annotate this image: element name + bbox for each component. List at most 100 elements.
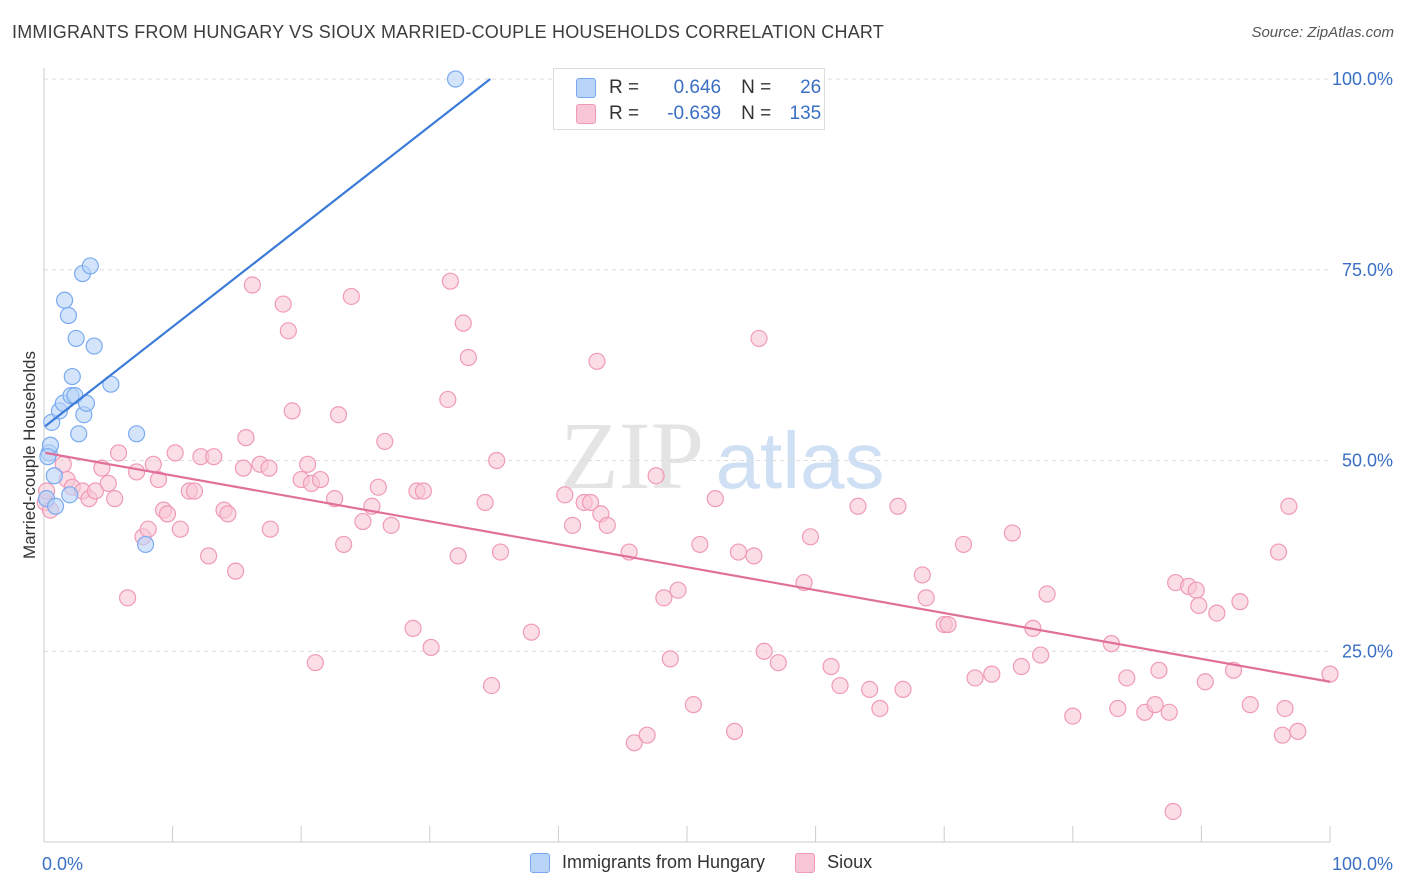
sioux-point <box>939 615 957 634</box>
y-tick-label: 50.0% <box>1342 451 1393 471</box>
sioux-point <box>243 276 261 294</box>
sioux-point <box>1231 593 1249 611</box>
sioux-trend-line <box>45 451 1331 683</box>
sioux-point <box>404 619 422 637</box>
chart-title: IMMIGRANTS FROM HUNGARY VS SIOUX MARRIED… <box>12 22 884 42</box>
correlation-legend: R = 0.646 N = 26 R = -0.639 N = 135 <box>553 68 825 130</box>
sioux-point <box>149 470 168 489</box>
sioux-point <box>109 444 128 462</box>
sioux-point <box>669 581 687 599</box>
sioux-point <box>889 497 907 515</box>
x-tick-label: 100.0% <box>1332 854 1393 874</box>
legend-label-sioux: Sioux <box>827 852 873 872</box>
sioux-point <box>581 493 600 512</box>
sioux-point <box>647 467 665 485</box>
sioux-point <box>439 390 457 409</box>
hungary-trend-line <box>44 78 491 428</box>
n-label: N = <box>741 77 772 98</box>
sioux-point <box>354 512 372 531</box>
sioux-point <box>171 520 189 538</box>
sioux-point <box>917 589 935 607</box>
sioux-point <box>274 295 292 313</box>
sioux-point <box>655 589 673 607</box>
hungary-point <box>67 329 85 348</box>
sioux-point <box>1160 703 1178 721</box>
trend-lines <box>44 78 1331 683</box>
legend-item-sioux[interactable]: Sioux <box>795 852 872 873</box>
series-legend: Immigrants from Hungary Sioux <box>530 852 902 873</box>
sioux-point <box>871 699 889 718</box>
sioux-point <box>335 535 353 554</box>
sioux-point <box>118 589 137 607</box>
sioux-point <box>638 726 656 744</box>
sioux-point <box>1003 524 1021 542</box>
sioux-point <box>1280 497 1298 515</box>
sioux-point <box>185 482 204 500</box>
sioux-point <box>234 459 252 477</box>
sioux-point <box>1196 673 1214 691</box>
sioux-point <box>1118 669 1136 687</box>
sioux-point <box>376 432 394 451</box>
hungary-point <box>446 70 465 88</box>
sioux-point <box>706 490 724 508</box>
sioux-point <box>755 642 773 660</box>
hungary-point <box>59 306 78 325</box>
n-value-sioux: 135 <box>789 103 822 124</box>
sioux-point <box>1150 661 1168 679</box>
legend-item-hungary[interactable]: Immigrants from Hungary <box>530 852 765 873</box>
sioux-point <box>369 478 387 496</box>
sioux-point <box>801 528 820 546</box>
sioux-point <box>422 638 440 657</box>
sioux-point <box>1276 699 1294 718</box>
sioux-point <box>563 516 582 534</box>
sioux-point <box>237 429 255 447</box>
sioux-swatch <box>576 104 596 124</box>
sioux-point <box>454 314 472 332</box>
sioux-point <box>279 322 297 340</box>
sioux-point <box>1012 657 1030 676</box>
hungary-swatch <box>576 78 596 98</box>
hungary-point <box>85 337 103 355</box>
sioux-point <box>342 287 360 306</box>
sioux-swatch <box>795 852 816 873</box>
sioux-point <box>1038 585 1056 603</box>
sioux-point <box>488 451 506 470</box>
sioux-point <box>729 543 748 561</box>
sioux-point <box>441 272 459 290</box>
r-label: R = <box>609 103 640 124</box>
sioux-point <box>205 448 223 466</box>
hungary-point <box>39 448 57 466</box>
hungary-point <box>63 367 81 386</box>
hungary-point <box>61 486 79 504</box>
axes <box>43 68 1331 843</box>
hungary-point <box>136 535 155 554</box>
hungary-point <box>46 497 65 515</box>
sioux-point <box>260 459 278 477</box>
x-tick-label: 0.0% <box>42 854 83 874</box>
r-value-hungary: 0.646 <box>673 77 722 98</box>
sioux-point <box>414 482 432 500</box>
sioux-point <box>491 543 510 561</box>
sioux-point <box>283 402 301 420</box>
sioux-point <box>831 676 849 695</box>
sioux-point <box>691 535 709 554</box>
sioux-point <box>1190 596 1208 615</box>
sioux-point <box>983 665 1001 683</box>
sioux-point <box>219 505 237 523</box>
sioux-point <box>158 505 177 523</box>
sioux-point <box>382 516 400 534</box>
sioux-point <box>1109 699 1127 718</box>
sioux-point <box>849 497 867 515</box>
hungary-point <box>55 291 74 309</box>
sioux-point <box>99 474 117 492</box>
sioux-point <box>86 482 105 500</box>
hungary-point <box>81 257 99 275</box>
sioux-point <box>625 734 643 752</box>
sioux-point <box>449 547 467 565</box>
sioux-point <box>459 348 477 367</box>
sioux-point <box>329 406 348 424</box>
r-value-sioux: -0.639 <box>667 103 722 124</box>
sioux-point <box>1146 696 1164 714</box>
sioux-point <box>1273 726 1292 744</box>
sioux-point <box>306 654 324 672</box>
